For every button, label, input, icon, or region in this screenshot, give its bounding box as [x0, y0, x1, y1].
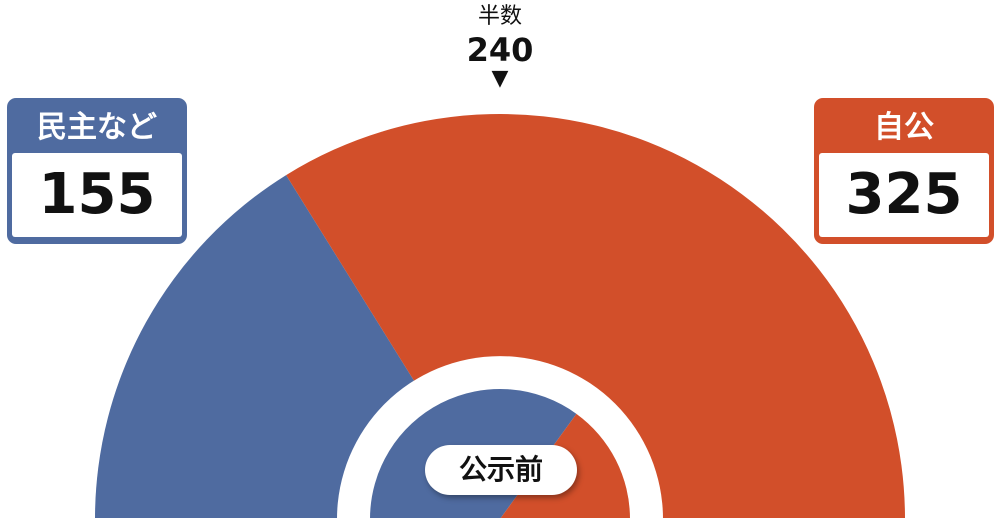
triangle-down-icon: ▼ [491, 66, 509, 91]
majority-marker: 半数 240 ▼ [440, 2, 560, 90]
legend-value-opposition: 155 [12, 153, 182, 237]
legend-box-opposition: 民主など 155 [7, 98, 187, 244]
legend-box-ruling: 自公 325 [814, 98, 994, 244]
legend-label-opposition: 民主など [37, 110, 157, 145]
baseline-mask [0, 518, 1000, 524]
majority-value: 240 [466, 31, 534, 69]
pre-election-label: 公示前 [425, 445, 577, 495]
majority-label: 半数 [477, 4, 522, 29]
legend-label-ruling: 自公 [874, 110, 934, 145]
legend-value-ruling: 325 [819, 153, 989, 237]
